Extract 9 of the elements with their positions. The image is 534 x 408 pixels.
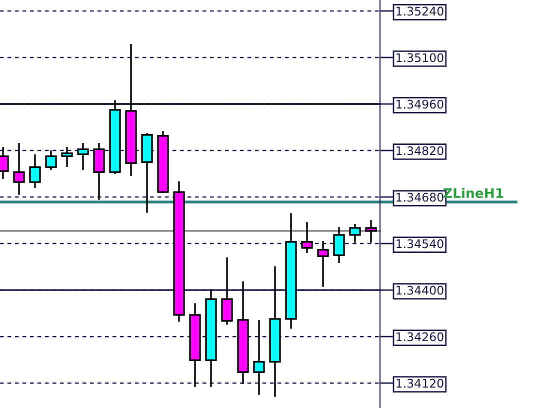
- y-tick-label: 1.34260: [396, 332, 444, 342]
- y-tick-label: 1.35100: [396, 53, 444, 62]
- y-tick-label: 1.34820: [396, 146, 444, 156]
- y-tick-label: 1.34960: [396, 100, 444, 109]
- y-tick-label: 1.35240: [396, 6, 444, 16]
- y-tick-label: 1.34540: [396, 239, 444, 248]
- y-tick-label: 1.34680: [396, 192, 444, 202]
- y-tick-label: 1.34400: [396, 286, 444, 295]
- y-tick-label: 1.34120: [396, 378, 444, 388]
